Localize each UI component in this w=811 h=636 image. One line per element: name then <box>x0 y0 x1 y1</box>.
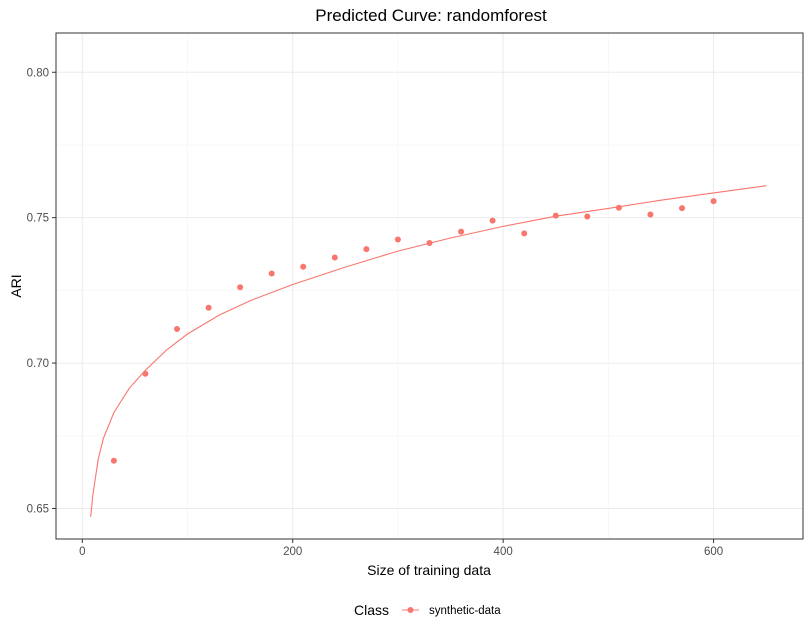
fitted-curve-line <box>90 185 767 517</box>
x-tick-label: 400 <box>494 546 513 558</box>
data-point <box>552 212 559 219</box>
data-point <box>205 304 212 311</box>
legend: Class synthetic-data <box>354 602 501 618</box>
y-tick-label: 0.80 <box>27 67 49 79</box>
data-point <box>142 370 149 377</box>
data-point <box>458 228 465 235</box>
x-tick-label: 600 <box>704 546 723 558</box>
x-tick-label: 200 <box>283 546 302 558</box>
data-point <box>268 270 275 277</box>
y-tick-label: 0.65 <box>27 503 49 515</box>
data-point <box>584 213 591 220</box>
data-point <box>426 240 433 246</box>
legend-title: Class <box>354 602 389 618</box>
y-axis-title: ARI <box>8 274 24 297</box>
data-point <box>174 326 180 332</box>
x-tick-label: 0 <box>79 546 85 558</box>
data-point <box>363 246 370 253</box>
x-axis-title: Size of training data <box>367 562 491 578</box>
data-point <box>394 236 401 243</box>
data-point <box>710 198 717 205</box>
data-point <box>521 230 528 237</box>
x-axis: 0 200 400 600 <box>79 539 723 558</box>
y-tick-label: 0.70 <box>27 358 49 370</box>
data-point <box>237 284 244 291</box>
y-axis: 0.65 0.70 0.75 0.80 <box>27 67 56 515</box>
fitted-curve-layer <box>90 185 767 517</box>
data-point <box>331 254 338 261</box>
legend-label-synthetic-data: synthetic-data <box>429 605 501 617</box>
legend-key-point <box>407 607 414 613</box>
data-point <box>647 211 654 218</box>
data-point <box>110 457 117 464</box>
data-point <box>489 217 496 224</box>
data-point <box>679 205 685 212</box>
chart-title: Predicted Curve: randomforest <box>315 6 547 25</box>
y-tick-label: 0.75 <box>27 213 49 225</box>
panel-border <box>55 32 804 540</box>
data-points-layer <box>110 198 717 464</box>
data-point <box>300 263 307 270</box>
data-point <box>615 204 622 211</box>
grid <box>56 33 803 539</box>
